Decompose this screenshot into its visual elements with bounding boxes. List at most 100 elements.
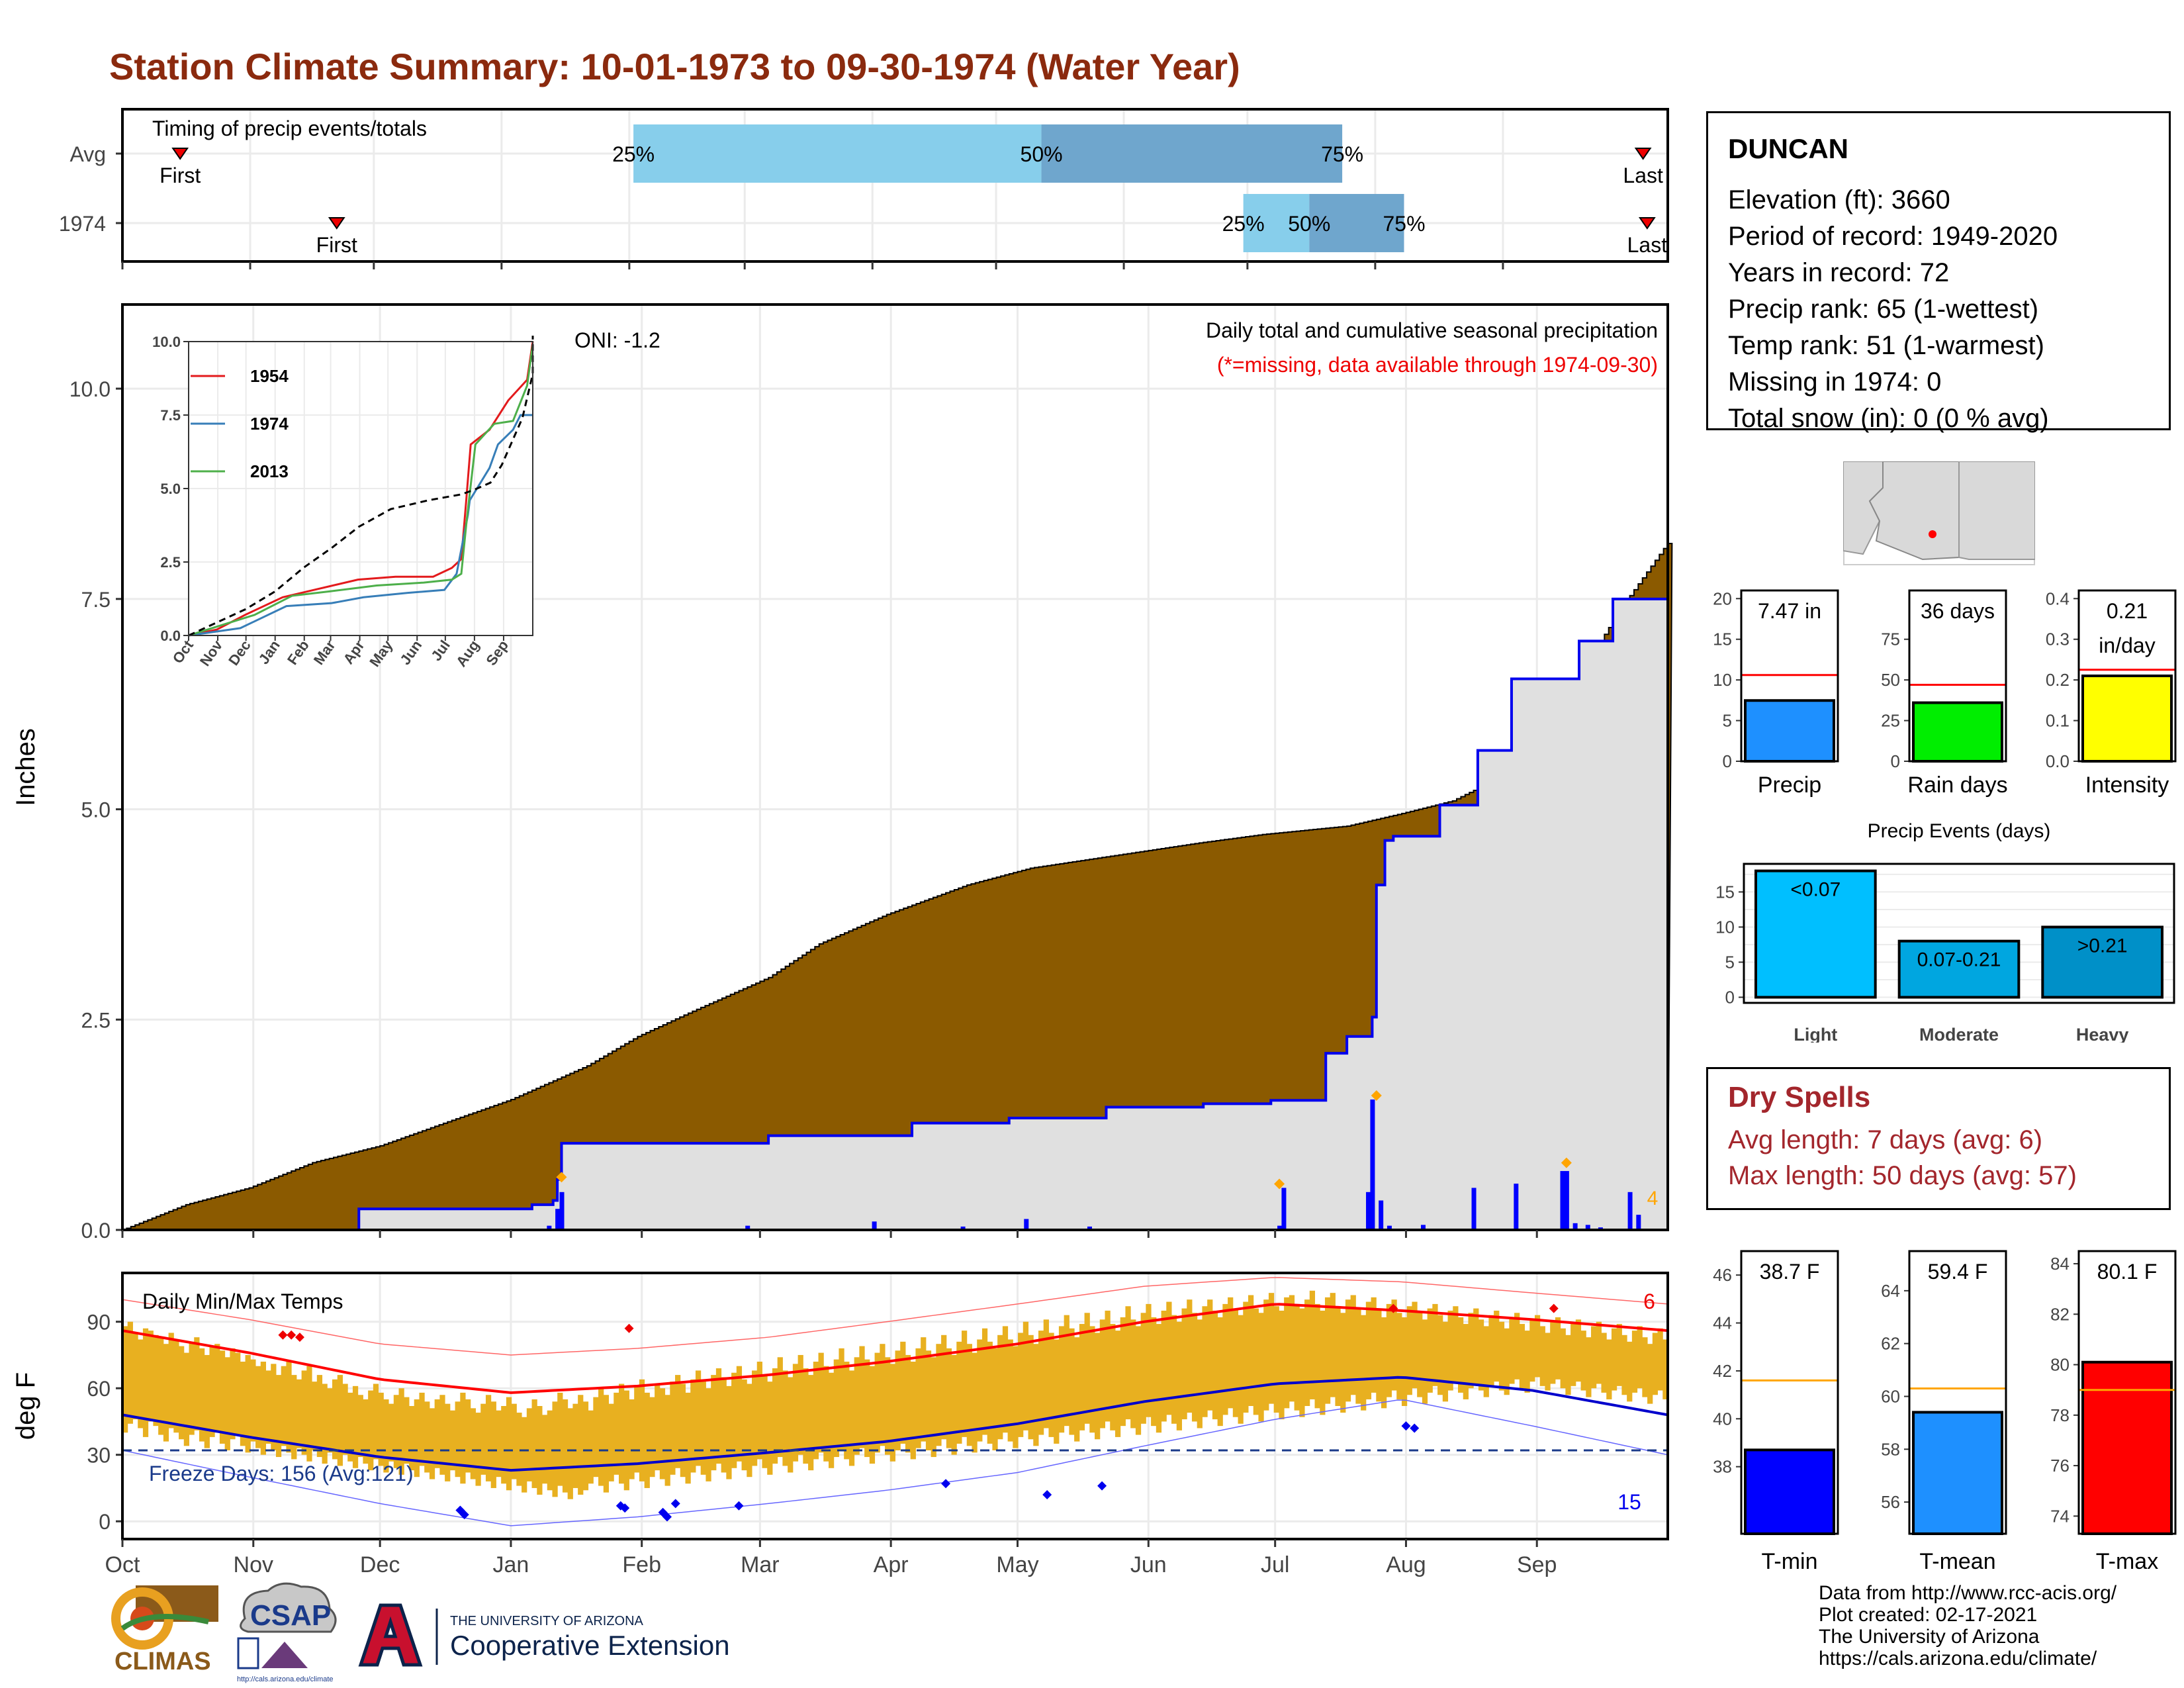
daily-temp-bar xyxy=(547,1410,553,1491)
daily-temp-bar xyxy=(316,1375,323,1458)
daily-precip-bar xyxy=(1420,1225,1426,1230)
timing-pct-label: 25% xyxy=(1222,212,1265,236)
daily-temp-bar xyxy=(1273,1306,1279,1413)
psum-precip-ytick-label: 5 xyxy=(1723,711,1732,731)
daily-temp-bar xyxy=(910,1362,916,1460)
station-missing: Missing in 1974: 0 xyxy=(1728,367,1942,397)
source-line: The University of Arizona xyxy=(1819,1626,2040,1648)
daily-temp-bar xyxy=(1381,1317,1387,1409)
daily-temp-bar xyxy=(1422,1319,1428,1404)
daily-temp-bar xyxy=(424,1401,430,1473)
daily-temp-bar xyxy=(588,1410,594,1484)
daily-temp-bar xyxy=(408,1406,415,1471)
daily-temp-bar xyxy=(1324,1297,1331,1404)
daily-temp-bar xyxy=(291,1375,297,1460)
daily-temp-bar xyxy=(1263,1299,1269,1411)
daily-temp-bar xyxy=(1637,1326,1643,1389)
record-low-diamond xyxy=(670,1499,680,1509)
daily-temp-bar xyxy=(1171,1315,1177,1424)
daily-temp-bar xyxy=(1156,1324,1162,1433)
daily-temp-bar xyxy=(363,1399,369,1464)
tsum-t-mean-ytick-label: 58 xyxy=(1881,1439,1900,1459)
daily-temp-bar xyxy=(874,1352,880,1453)
timing-first-label: First xyxy=(159,164,201,187)
daily-temp-bar xyxy=(337,1375,343,1466)
daily-temp-bar xyxy=(1222,1303,1228,1415)
precip-subtitle: (*=missing, data available through 1974-… xyxy=(1217,353,1658,377)
temp-ytick-label: 0 xyxy=(99,1510,111,1534)
daily-temp-bar xyxy=(1258,1313,1264,1422)
daily-temp-bar xyxy=(578,1395,584,1495)
tsum-t-max-ytick-label: 80 xyxy=(2050,1355,2070,1375)
temp-ytick-label: 90 xyxy=(87,1311,111,1335)
tsum-t-max-bar xyxy=(2081,1360,2173,1535)
daily-precip-bar xyxy=(1564,1171,1569,1230)
timing-pct-label: 75% xyxy=(1321,142,1363,166)
record-low-diamond xyxy=(459,1510,469,1520)
daily-temp-bar xyxy=(711,1375,717,1471)
daily-temp-bar xyxy=(941,1335,947,1440)
timing-first-label: First xyxy=(316,233,357,257)
daily-precip-bar xyxy=(1370,1100,1375,1230)
month-label: Mar xyxy=(741,1552,780,1577)
daily-temp-bar xyxy=(1238,1315,1244,1424)
daily-temp-bar xyxy=(1054,1339,1060,1444)
daily-temp-bar xyxy=(1350,1295,1356,1395)
daily-precip-bar xyxy=(1627,1192,1633,1230)
obs-cumulative-line xyxy=(122,597,1668,1231)
daily-temp-bar xyxy=(230,1348,236,1440)
daily-temp-bar xyxy=(1478,1319,1484,1391)
source-line: Data from http://www.rcc-acis.org/ xyxy=(1819,1582,2117,1604)
psum-intensity-value-label: in/day xyxy=(2099,633,2155,657)
daily-temp-bar xyxy=(496,1410,502,1477)
daily-temp-bar xyxy=(1401,1317,1408,1406)
month-label: Sep xyxy=(1517,1552,1557,1577)
daily-temp-bar xyxy=(655,1383,660,1471)
daily-temp-bar xyxy=(747,1383,752,1477)
daily-temp-bar xyxy=(1074,1337,1080,1442)
daily-temp-bar xyxy=(1095,1333,1101,1440)
precip-extreme-diamond xyxy=(1371,1090,1382,1102)
daily-temp-bar xyxy=(813,1362,819,1460)
daily-temp-bar xyxy=(921,1337,927,1442)
daily-temp-bar xyxy=(1043,1319,1049,1429)
daily-temp-bar xyxy=(1320,1310,1326,1415)
record-low-diamond xyxy=(734,1501,744,1511)
daily-temp-bar xyxy=(526,1408,533,1481)
events-category-label: Moderate xyxy=(1919,1025,1999,1043)
daily-temp-bar xyxy=(690,1379,696,1473)
tsum-t-mean-ytick-label: 62 xyxy=(1881,1334,1900,1354)
daily-temp-bar xyxy=(823,1366,829,1462)
tsum-t-mean-ytick-label: 56 xyxy=(1881,1492,1900,1512)
temp-summary-chart: 38 40 42 44 46 38.7 F T-min 56 58 60 62 64 59.4 F T-m… xyxy=(1713,1250,2177,1574)
station-precip-rank: Precip rank: 65 (1-wettest) xyxy=(1728,295,2039,324)
daily-temp-bar xyxy=(393,1395,400,1468)
events-ytick-label: 5 xyxy=(1725,952,1735,972)
daily-temp-bar xyxy=(138,1339,144,1429)
psum-intensity-ytick-label: 0.3 xyxy=(2046,630,2070,649)
daily-temp-bar xyxy=(1488,1315,1494,1386)
daily-temp-bar xyxy=(378,1392,384,1466)
daily-temp-bar xyxy=(1120,1317,1126,1427)
daily-temp-bar xyxy=(1284,1297,1290,1409)
daily-temp-bar xyxy=(1406,1306,1412,1395)
tsum-t-mean-frame xyxy=(1908,1250,2007,1535)
daily-temp-bar xyxy=(1365,1301,1372,1399)
events-ytick-label: 15 xyxy=(1715,882,1735,902)
timing-first-marker xyxy=(328,217,345,230)
daily-temp-bar xyxy=(342,1383,348,1455)
daily-temp-bar xyxy=(1483,1326,1489,1397)
daily-temp-bar xyxy=(1115,1331,1121,1437)
daily-temp-bar xyxy=(1294,1303,1300,1411)
precip-ytick-label: 2.5 xyxy=(81,1008,111,1032)
daily-temp-bar xyxy=(639,1379,645,1481)
precip-frame xyxy=(121,303,1669,1231)
psum-intensity-ytick-label: 0.4 xyxy=(2046,588,2070,608)
daily-temp-bar xyxy=(1355,1308,1361,1404)
daily-temp-bar xyxy=(1412,1301,1418,1389)
inset-series-line xyxy=(188,414,533,637)
precip-extreme-diamond xyxy=(1274,1178,1285,1190)
timing-chart: 25% 50% 75% First Last Avg 25% 50% 75% First Last 1… xyxy=(59,108,1669,269)
daily-temp-bar xyxy=(1642,1337,1648,1397)
daily-temp-bar xyxy=(286,1362,292,1453)
